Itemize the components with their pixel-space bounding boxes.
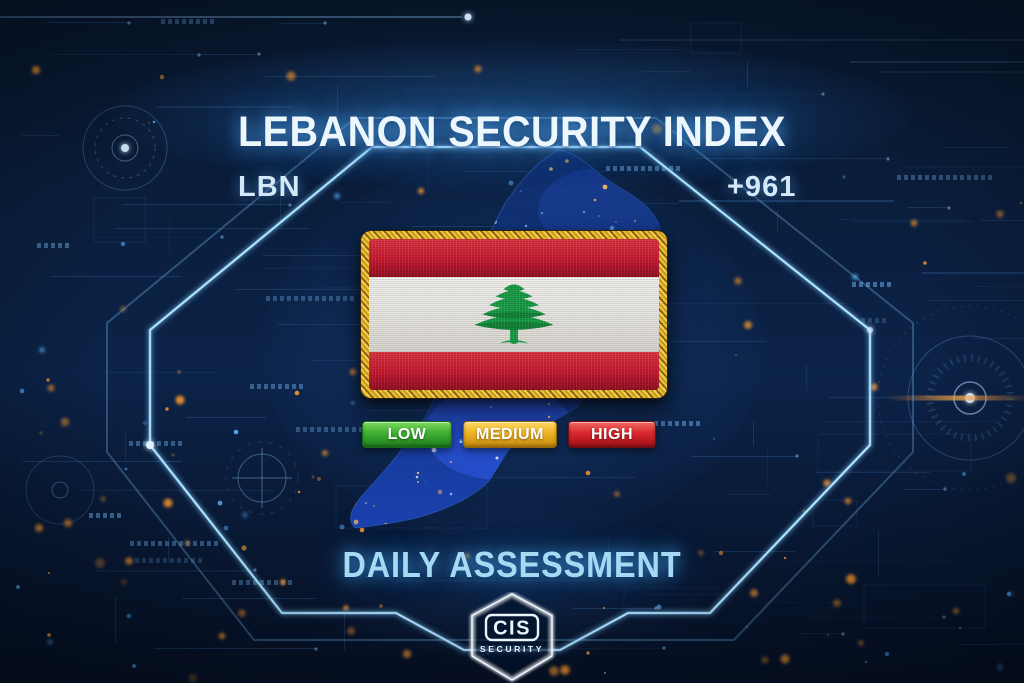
high-level-button[interactable]: HIGH (568, 421, 656, 448)
cis-security-logo: CIS SECURITY (470, 592, 554, 682)
flag-stripe-white (369, 276, 659, 353)
daily-assessment-label: DAILY ASSESSMENT (342, 544, 682, 585)
lebanon-flag-patch (361, 231, 667, 398)
cis-wordmark-frame (484, 613, 540, 642)
low-level-button[interactable]: LOW (362, 421, 452, 448)
flag-stripes (369, 239, 659, 390)
country-code-label: LBN (238, 171, 301, 203)
flag-stripe-red-top (369, 239, 659, 277)
radar-dial-right (877, 305, 1024, 491)
dialing-code-label: +961 (727, 171, 797, 203)
flag-stripe-red-bottom (369, 352, 659, 390)
crosshair-circle (225, 441, 299, 515)
page-title: LEBANON SECURITY INDEX (238, 107, 786, 156)
logo-subtitle: SECURITY (480, 644, 544, 654)
medium-level-button[interactable]: MEDIUM (463, 421, 557, 448)
logo-name: CIS (493, 618, 531, 640)
radar-circle-top-left (82, 105, 168, 191)
cedar-tree-icon (474, 283, 554, 344)
